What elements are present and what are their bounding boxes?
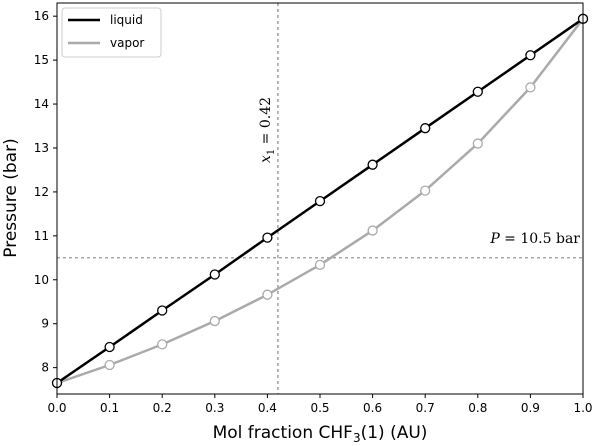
point-liquid [367, 159, 378, 170]
x-tick-label: 0.9 [521, 401, 540, 415]
x-tick-label: 0.1 [100, 401, 119, 415]
x-tick-label: 0.6 [363, 401, 382, 415]
legend-vapor-label: vapor [110, 36, 144, 50]
point-liquid [420, 123, 431, 134]
point-vapor [420, 185, 431, 196]
y-axis-label: Pressure (bar) [1, 138, 21, 257]
y-tick-label: 13 [34, 141, 49, 155]
y-axis: 8 9 10 11 12 13 14 15 16 [34, 9, 57, 375]
y-tick-label: 11 [34, 229, 49, 243]
point-vapor [525, 82, 536, 93]
point-vapor [367, 225, 378, 236]
vline-annotation: x1 = 0.42 [258, 97, 277, 163]
x-tick-label: 0.4 [258, 401, 277, 415]
point-liquid [314, 195, 326, 207]
y-tick-label: 12 [34, 185, 49, 199]
point-liquid [472, 86, 483, 97]
x-tick-label: 0.5 [310, 401, 329, 415]
point-liquid [262, 232, 273, 243]
y-tick-label: 9 [41, 317, 49, 331]
x-tick-label: 0.0 [47, 401, 66, 415]
y-tick-label: 10 [34, 273, 49, 287]
point-vapor [314, 259, 326, 270]
y-tick-label: 16 [34, 9, 49, 23]
point-vapor [157, 339, 168, 350]
x-tick-label: 0.2 [153, 401, 172, 415]
point-liquid [104, 341, 115, 353]
y-tick-label: 8 [41, 361, 49, 375]
x-tick-label: 1.0 [573, 401, 592, 415]
hline-annotation: P = 10.5 bar [489, 231, 580, 247]
point-liquid [525, 50, 536, 61]
x-tick-label: 0.8 [468, 401, 487, 415]
y-tick-label: 15 [34, 53, 49, 67]
point-liquid [157, 305, 168, 316]
point-vapor [472, 138, 483, 149]
x-tick-label: 0.7 [416, 401, 435, 415]
x-axis: 0.0 0.1 0.2 0.3 0.4 0.5 0.6 0.7 0.8 0.9 1.0 [47, 394, 593, 415]
annotation-lines [57, 3, 583, 394]
x-tick-label: 0.3 [205, 401, 224, 415]
legend: liquid vapor [61, 7, 162, 58]
point-liquid [209, 269, 220, 280]
legend-liquid-label: liquid [110, 13, 143, 27]
y-tick-label: 14 [34, 97, 49, 111]
point-vapor [104, 359, 115, 371]
point-vapor [209, 315, 220, 327]
point-vapor [262, 289, 273, 300]
x-axis-label: Mol fraction CHF3(1) (AU) [213, 423, 428, 445]
